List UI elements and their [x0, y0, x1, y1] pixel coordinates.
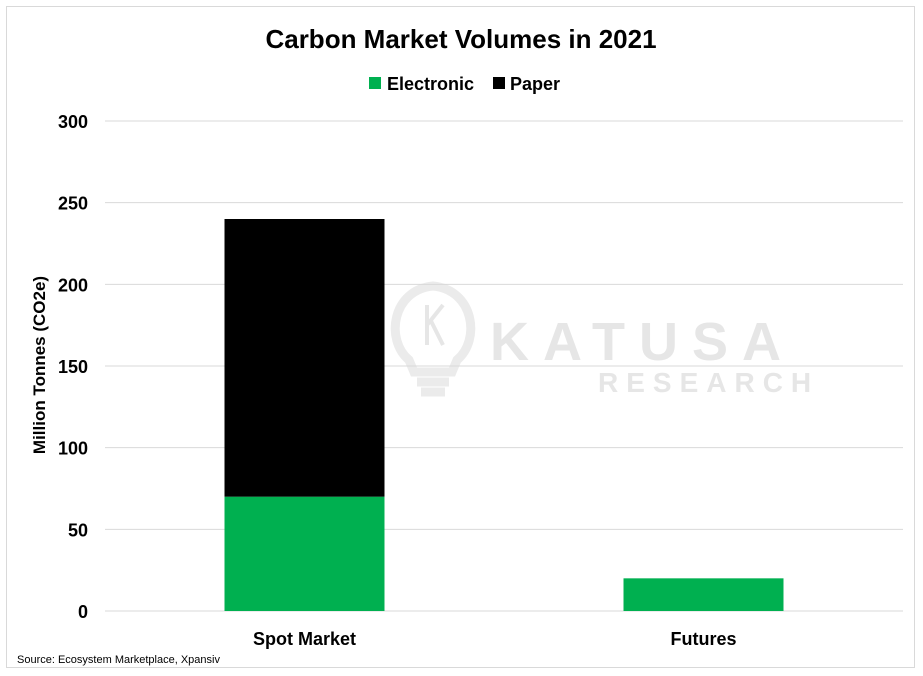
bar-paper-spot-market	[224, 219, 385, 497]
source-note: Source: Ecosystem Marketplace, Xpansiv	[17, 654, 220, 666]
watermark: KATUSA RESEARCH	[390, 281, 819, 398]
category-labels: Spot Market Futures	[253, 629, 737, 649]
x-category-label: Futures	[670, 629, 736, 649]
y-tick-label: 300	[58, 112, 88, 132]
y-tick-label: 250	[58, 194, 88, 214]
bars	[224, 219, 784, 611]
y-axis-label: Million Tonnes (CO2e)	[30, 276, 49, 454]
x-category-label: Spot Market	[253, 629, 356, 649]
bar-electronic-spot-market	[224, 496, 385, 611]
y-tick-labels: 0 50 100 150 200 250 300	[58, 112, 88, 622]
chart-frame	[6, 6, 915, 668]
watermark-brand: KATUSA	[490, 312, 795, 372]
y-tick-label: 0	[78, 602, 88, 622]
watermark-sub: RESEARCH	[598, 367, 819, 398]
legend: Electronic Paper	[369, 74, 560, 94]
y-tick-label: 50	[68, 520, 88, 540]
k-monogram-icon	[425, 303, 445, 346]
legend-swatch-paper	[493, 77, 505, 89]
legend-swatch-electronic	[369, 77, 381, 89]
y-tick-label: 200	[58, 275, 88, 295]
chart-title: Carbon Market Volumes in 2021	[265, 24, 656, 54]
legend-label-paper: Paper	[510, 74, 560, 94]
bar-electronic-futures	[623, 578, 784, 611]
y-tick-label: 150	[58, 357, 88, 377]
lightbulb-logo-icon	[390, 281, 476, 397]
legend-label-electronic: Electronic	[387, 74, 474, 94]
y-tick-label: 100	[58, 439, 88, 459]
